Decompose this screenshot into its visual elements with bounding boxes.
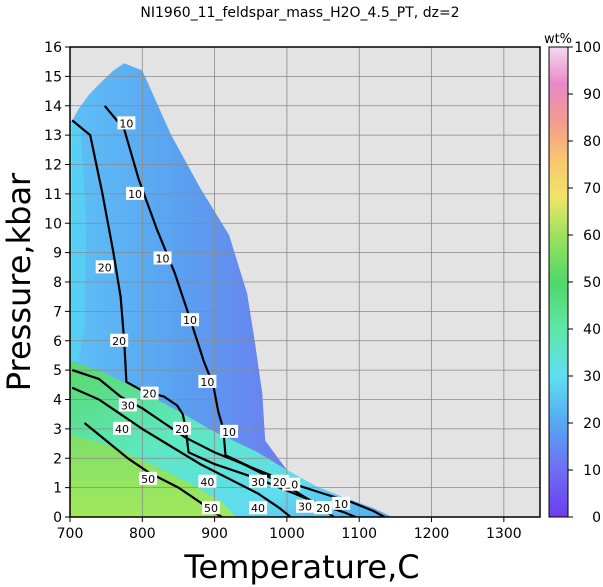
contour-label-10: 10 bbox=[153, 251, 172, 266]
x-tick-label: 1000 bbox=[269, 526, 305, 542]
y-tick-label: 10 bbox=[44, 216, 62, 232]
y-axis-label: Pressure,kbar bbox=[0, 172, 38, 391]
colorbar-tick-label: 0 bbox=[592, 510, 601, 526]
y-tick-label: 9 bbox=[53, 246, 62, 262]
y-tick-label: 12 bbox=[44, 158, 62, 174]
contour-label-40: 40 bbox=[249, 501, 267, 515]
y-tick-label: 7 bbox=[53, 304, 62, 320]
x-tick-label: 1200 bbox=[414, 526, 450, 542]
svg-text:10: 10 bbox=[128, 188, 142, 201]
colorbar-label: wt% bbox=[544, 32, 572, 47]
svg-text:50: 50 bbox=[204, 502, 218, 515]
svg-text:10: 10 bbox=[222, 426, 236, 439]
svg-text:10: 10 bbox=[119, 117, 133, 130]
contour-label-30: 30 bbox=[118, 398, 137, 412]
x-axis-label: Temperature,C bbox=[183, 548, 419, 586]
y-tick-label: 5 bbox=[53, 363, 62, 379]
y-tick-label: 15 bbox=[44, 69, 62, 85]
colorbar-tick-label: 30 bbox=[583, 369, 601, 385]
contour-label-20: 20 bbox=[173, 421, 192, 436]
contour-label-10: 10 bbox=[332, 496, 351, 511]
contour-label-20: 20 bbox=[270, 474, 289, 489]
x-tick-label: 1300 bbox=[486, 526, 522, 542]
svg-text:50: 50 bbox=[141, 473, 155, 486]
y-tick-label: 3 bbox=[53, 422, 62, 438]
colorbar-tick-label: 70 bbox=[583, 181, 601, 197]
contour-label-20: 20 bbox=[140, 386, 159, 401]
svg-text:10: 10 bbox=[156, 253, 170, 266]
svg-text:20: 20 bbox=[273, 476, 287, 489]
colorbar-ticks: 0 10 20 30 40 50 60 70 80 90 100 bbox=[568, 40, 601, 526]
svg-text:40: 40 bbox=[115, 423, 129, 436]
svg-text:30: 30 bbox=[251, 476, 265, 489]
contour-label-10: 10 bbox=[117, 116, 136, 130]
svg-text:10: 10 bbox=[334, 498, 348, 511]
y-tick-label: 11 bbox=[44, 187, 62, 203]
colorbar-tick-label: 20 bbox=[583, 416, 601, 432]
svg-text:20: 20 bbox=[98, 261, 112, 274]
y-tick-label: 14 bbox=[44, 99, 62, 115]
colorbar-tick-label: 100 bbox=[574, 40, 601, 56]
svg-text:20: 20 bbox=[143, 388, 157, 401]
x-tick-label: 800 bbox=[129, 526, 156, 542]
field-region-left-band bbox=[70, 120, 86, 362]
colorbar-tick-label: 40 bbox=[583, 322, 601, 338]
colorbar-tick-label: 80 bbox=[583, 134, 601, 150]
y-tick-label: 0 bbox=[53, 510, 62, 526]
grid bbox=[70, 47, 540, 517]
colorbar-tick-label: 10 bbox=[583, 463, 601, 479]
svg-text:10: 10 bbox=[183, 314, 197, 327]
contour-label-20: 20 bbox=[95, 260, 114, 274]
y-tick-label: 16 bbox=[44, 40, 62, 56]
y-tick-label: 4 bbox=[53, 393, 62, 409]
svg-text:30: 30 bbox=[298, 501, 312, 514]
y-tick-label: 1 bbox=[53, 481, 62, 497]
svg-text:20: 20 bbox=[112, 335, 126, 348]
x-tick-label: 1100 bbox=[341, 526, 377, 542]
contour-label-20: 20 bbox=[314, 501, 333, 515]
y-tick-label: 2 bbox=[53, 451, 62, 467]
contour-label-20: 20 bbox=[110, 333, 129, 348]
svg-text:40: 40 bbox=[200, 476, 214, 489]
svg-text:40: 40 bbox=[251, 502, 265, 515]
svg-text:20: 20 bbox=[175, 423, 189, 436]
colorbar-tick-label: 60 bbox=[583, 228, 601, 244]
y-tick-label: 6 bbox=[53, 334, 62, 350]
contour-label-40: 40 bbox=[198, 474, 217, 489]
contour-label-10: 10 bbox=[126, 186, 145, 201]
contour-line-20 bbox=[71, 119, 357, 517]
contour-label-30: 30 bbox=[249, 474, 267, 489]
contour-line-10 bbox=[103, 105, 386, 517]
svg-text:20: 20 bbox=[316, 502, 330, 515]
colorbar bbox=[548, 46, 569, 518]
x-axis-ticks: 700 800 900 1000 1100 1200 1300 bbox=[57, 517, 522, 542]
contour-labels: 1010101010101010202020202020303030404040… bbox=[95, 116, 351, 515]
contour-line-30 bbox=[71, 369, 335, 517]
y-tick-label: 8 bbox=[53, 275, 62, 291]
contour-label-40: 40 bbox=[113, 421, 132, 436]
contour-label-50: 50 bbox=[202, 501, 220, 515]
contour-label-50: 50 bbox=[139, 471, 158, 486]
y-tick-label: 13 bbox=[44, 128, 62, 144]
x-tick-label: 700 bbox=[57, 526, 84, 542]
svg-text:30: 30 bbox=[121, 399, 135, 412]
contour-label-10: 10 bbox=[198, 374, 217, 389]
colorbar-tick-label: 90 bbox=[583, 87, 601, 103]
chart-title: NI1960_11_feldspar_mass_H2O_4.5_PT, dz=2 bbox=[140, 5, 459, 21]
contour-label-10: 10 bbox=[220, 424, 239, 439]
contour-label-30: 30 bbox=[296, 499, 314, 514]
x-tick-label: 900 bbox=[201, 526, 228, 542]
contour-line-40 bbox=[71, 386, 292, 517]
colorbar-tick-label: 50 bbox=[583, 275, 601, 291]
svg-text:10: 10 bbox=[200, 376, 214, 389]
contour-label-10: 10 bbox=[181, 313, 200, 327]
